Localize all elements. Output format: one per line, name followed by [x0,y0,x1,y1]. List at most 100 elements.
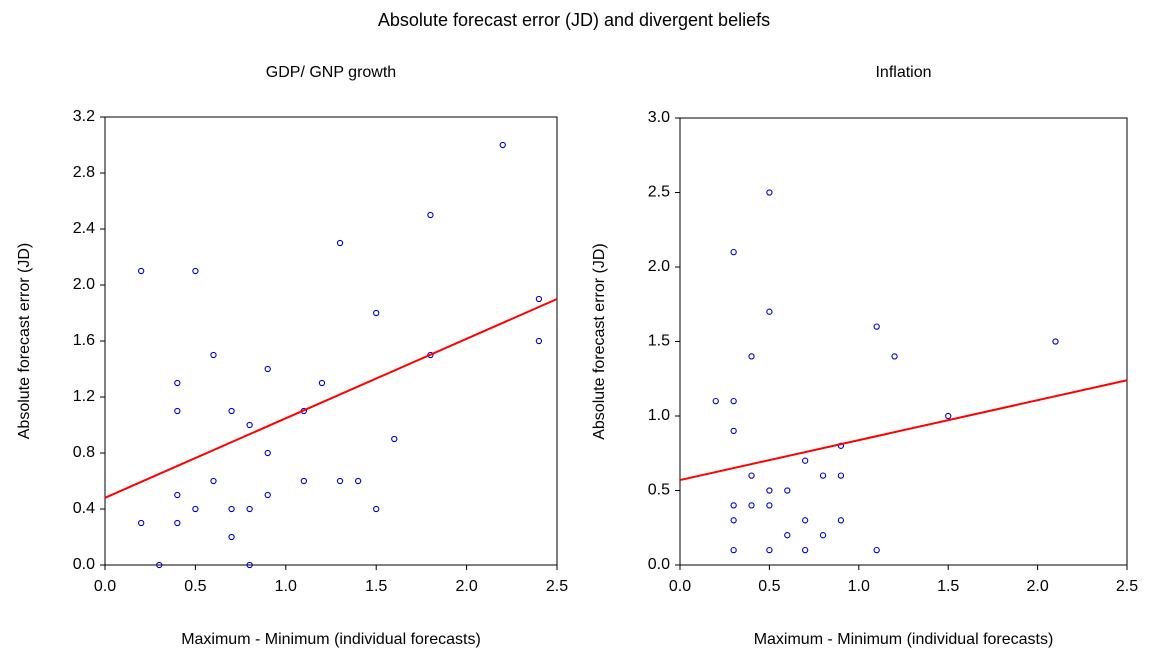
scatter-point [427,211,434,219]
scatter-point [748,353,755,360]
y-tick-label: 2.5 [648,184,670,201]
scatter-point [766,308,773,315]
scatter-point [228,533,235,541]
scatter-point [730,517,737,524]
scatter-point [210,351,217,359]
scatter-point [228,505,235,513]
y-tick-label: 2.8 [73,164,95,181]
y-tick-label: 1.2 [73,388,95,405]
scatter-point [802,457,809,464]
y-tick-label: 0.4 [73,500,95,517]
x-tick-label: 0.5 [758,578,780,595]
scatter-point [748,472,755,479]
scatter-point [712,397,719,405]
fit-line [679,379,1128,482]
x-tick-label: 2.5 [546,578,568,595]
scatter-point [210,477,217,485]
y-tick-label: 3.2 [73,108,95,125]
scatter-point [873,323,880,330]
scatter-point [730,502,737,509]
scatter-point [391,435,398,443]
x-tick-label: 1.0 [275,578,297,595]
x-axis-label: Maximum - Minimum (individual forecasts) [181,631,481,648]
scatter-point [819,472,827,479]
scatter-point [174,519,181,527]
scatter-point [373,309,380,317]
scatter-point [766,189,773,196]
scatter-point [802,517,809,524]
x-tick-label: 0.0 [669,578,691,595]
x-tick-label: 2.0 [1026,578,1048,595]
y-tick-label: 2.0 [648,258,670,275]
y-axis-label: Absolute forecast error (JD) [591,243,608,440]
scatter-point [819,532,827,539]
scatter-point [300,477,308,485]
x-tick-label: 0.5 [184,578,206,595]
scatter-point [264,449,271,457]
scatter-point [535,337,543,345]
scatter-point [784,487,791,494]
scatter-point [246,561,253,569]
scatter-point [174,491,181,499]
scatter-point [336,477,344,485]
scatter-point [174,379,181,387]
scatter-point [192,267,199,275]
scatter-point [837,472,845,479]
scatter-point [1052,338,1059,345]
x-tick-label: 1.0 [848,578,870,595]
scatter-point [318,379,326,387]
figure-title: Absolute forecast error (JD) and diverge… [378,10,770,30]
scatter-point [891,353,898,360]
scatter-point [499,141,506,149]
y-tick-label: 1.5 [648,333,670,350]
scatter-point [766,487,773,494]
chart-title: GDP/ GNP growth [266,64,396,81]
chart-title: Inflation [875,64,931,81]
x-axis-label: Maximum - Minimum (individual forecasts) [754,631,1054,648]
scatter-point [873,546,880,554]
y-tick-label: 2.0 [73,276,95,293]
x-tick-label: 1.5 [365,578,387,595]
y-tick-label: 0.5 [648,482,670,499]
scatter-point [264,365,271,373]
y-tick-label: 0.0 [73,556,95,573]
scatter-point [748,502,755,509]
y-tick-label: 1.6 [73,332,95,349]
y-tick-label: 3.0 [648,109,670,126]
scatter-point [730,397,737,405]
y-tick-label: 1.0 [648,407,670,424]
y-tick-label: 0.0 [648,556,670,573]
fit-line [104,298,558,499]
y-axis-label: Absolute forecast error (JD) [16,243,33,440]
scatter-point [156,561,163,569]
scatter-point [766,546,773,554]
x-tick-label: 0.0 [94,578,116,595]
scatter-point [246,421,253,429]
scatter-point [354,477,362,485]
scatter-point [192,505,199,513]
scatter-point [264,491,271,499]
y-tick-label: 2.4 [73,220,95,237]
x-tick-label: 1.5 [937,578,959,595]
scatter-point [174,407,181,415]
scatter-point [730,248,737,256]
x-tick-label: 2.0 [455,578,477,595]
scatter-point [945,412,952,420]
scatter-point [138,267,145,275]
scatter-point [535,295,543,303]
scatter-point [246,505,253,513]
scatter-point [784,532,791,539]
x-tick-label: 2.5 [1116,578,1138,595]
plot-frame [679,117,1128,566]
y-tick-label: 0.8 [73,444,95,461]
scatter-point [730,427,737,435]
scatter-point [336,239,344,247]
scatter-point [228,407,235,415]
scatter-point [373,505,380,513]
scatter-point [766,502,773,509]
plot-frame [104,116,558,566]
scatter-point [730,546,737,554]
scatter-point [138,519,145,527]
